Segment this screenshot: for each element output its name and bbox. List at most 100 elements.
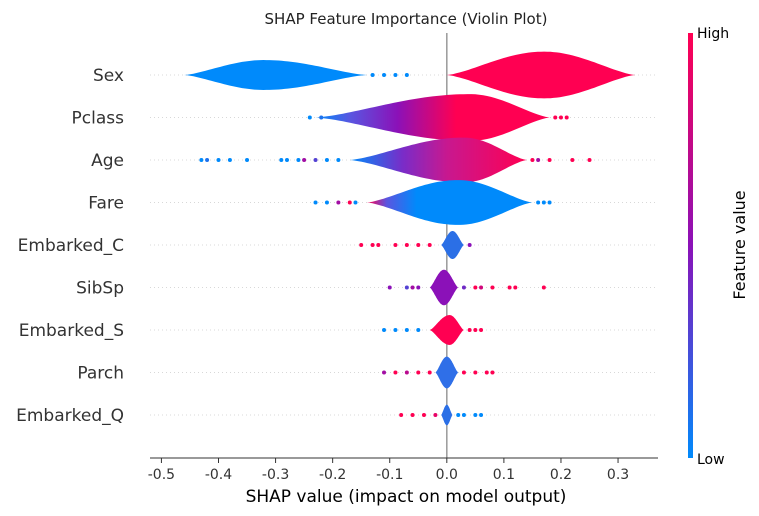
outlier-point [490, 285, 495, 290]
outlier-point [507, 285, 512, 290]
outlier-point [479, 328, 484, 332]
outlier-point [467, 243, 472, 247]
outlier-point [427, 370, 432, 375]
violins [184, 51, 636, 426]
feature-label: SibSp [76, 279, 124, 299]
violin-shape [429, 315, 464, 345]
outlier-point [587, 158, 592, 162]
outlier-point [307, 115, 312, 120]
feature-label: Sex [93, 66, 124, 86]
outlier-point [382, 73, 387, 77]
outlier-point [467, 328, 472, 332]
outlier-point [570, 158, 575, 162]
violin-shape [441, 404, 453, 426]
outlier-point [404, 285, 409, 290]
outlier-point [473, 328, 478, 332]
outlier-point [370, 243, 375, 247]
outlier-point [382, 328, 387, 332]
outlier-point [216, 158, 221, 162]
outlier-point [324, 200, 329, 205]
outlier-point [284, 158, 289, 162]
outlier-point [410, 285, 415, 290]
violin-shape [441, 231, 464, 259]
outlier-point [387, 285, 392, 290]
feature-label: Fare [88, 194, 124, 214]
outlier-point [404, 243, 409, 247]
outlier-point [547, 158, 552, 162]
outlier-point [541, 200, 546, 205]
outlier-point [410, 413, 415, 417]
outlier-point [347, 200, 352, 205]
outlier-point [393, 370, 398, 375]
outlier-point [336, 200, 341, 205]
violin-shape [315, 94, 550, 141]
outlier-point [416, 285, 421, 290]
outlier-point [302, 158, 307, 162]
outlier-point [336, 158, 341, 162]
colorbar-axis-label: Feature value [730, 190, 749, 299]
outlier-point [382, 370, 387, 375]
outlier-point [558, 115, 563, 120]
outlier-point [393, 73, 398, 77]
violin-shape [184, 60, 367, 90]
outlier-point [456, 413, 461, 417]
chart-title: SHAP Feature Importance (Violin Plot) [265, 10, 548, 28]
outlier-point [553, 115, 558, 120]
x-tick-label: -0.2 [319, 467, 346, 483]
x-tick-label: 0.2 [550, 467, 572, 483]
outlier-point [313, 158, 318, 162]
outlier-point [536, 200, 541, 205]
outlier-point [227, 158, 232, 162]
outlier-point [353, 200, 358, 205]
outlier-point [376, 243, 381, 247]
outlier-point [399, 413, 404, 417]
outlier-point [199, 158, 204, 162]
outlier-point [416, 243, 421, 247]
outlier-point [393, 328, 398, 332]
feature-label: Embarked_Q [16, 406, 124, 426]
outlier-point [479, 413, 484, 417]
violin-shape [349, 137, 527, 183]
outlier-point [461, 370, 466, 375]
outlier-point [421, 413, 426, 417]
outlier-point [479, 285, 484, 290]
outlier-point [416, 328, 421, 332]
outlier-point [564, 115, 569, 120]
x-tick-label: -0.3 [262, 467, 289, 483]
violin-shape [435, 356, 459, 389]
colorbar [688, 33, 693, 458]
outlier-point [473, 370, 478, 375]
outlier-point [279, 158, 284, 162]
x-tick-label: 0.3 [607, 467, 629, 483]
feature-labels: Sex Pclass Age Fare Embarked_C SibSp Embarked_… [16, 66, 124, 426]
outlier-point [324, 158, 329, 162]
feature-label: Embarked_S [19, 321, 124, 341]
outlier-point [404, 370, 409, 375]
outlier-point [370, 73, 375, 77]
x-tick-label: -0.1 [376, 467, 403, 483]
outlier-point [245, 158, 250, 162]
feature-label: Age [91, 151, 124, 171]
feature-label: Embarked_C [18, 236, 124, 256]
outlier-point [359, 243, 364, 247]
outlier-point [313, 200, 318, 205]
x-tick-label: -0.4 [205, 467, 232, 483]
outlier-point [473, 285, 478, 290]
outlier-point [473, 413, 478, 417]
outlier-point [530, 158, 535, 162]
outlier-point [490, 370, 495, 375]
colorbar-low-label: Low [697, 452, 725, 468]
outlier-point [541, 285, 546, 290]
x-tick-label: -0.5 [148, 467, 175, 483]
x-tick-label: 0.1 [493, 467, 515, 483]
outlier-point [319, 115, 324, 120]
violin-shape [429, 269, 459, 306]
outlier-point [536, 158, 541, 162]
outlier-point [404, 73, 409, 77]
outlier-point [427, 243, 432, 247]
feature-label: Pclass [72, 109, 125, 129]
feature-label: Parch [77, 364, 124, 384]
violin-shape [446, 51, 636, 99]
outlier-point [433, 413, 438, 417]
